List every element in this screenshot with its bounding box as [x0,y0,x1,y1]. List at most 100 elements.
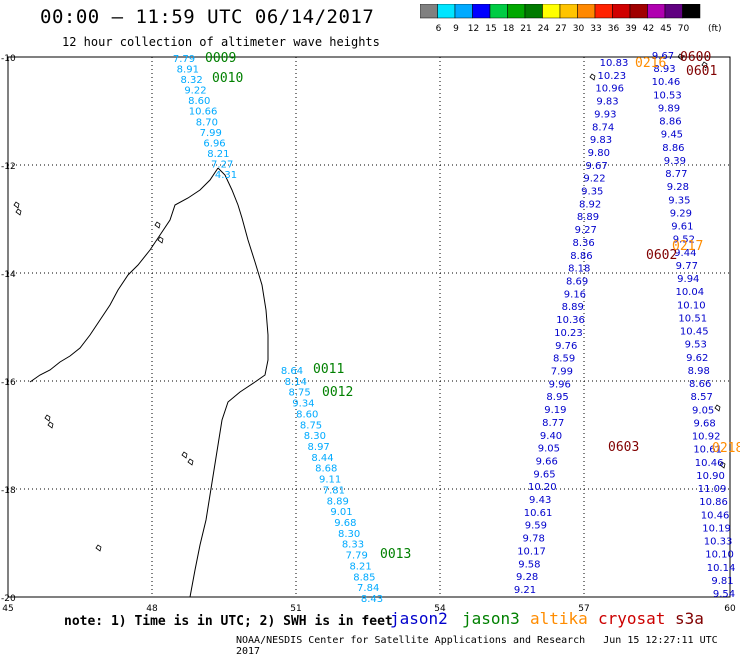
swh-value: 10.36 [556,315,585,326]
swh-value: 10.20 [528,482,557,493]
swh-value: 9.27 [575,225,597,236]
lat-label: -16 [1,378,16,388]
legend-jason3: jason3 [462,609,520,628]
swh-value: 8.74 [592,122,614,133]
swh-value: 9.54 [713,589,735,600]
lon-label: 60 [724,604,736,614]
swh-value: 9.21 [514,585,536,596]
swh-value: 9.59 [525,521,547,532]
swh-value: 8.69 [566,277,588,288]
swh-value: 9.29 [670,208,692,219]
island [157,236,164,244]
island [181,451,188,459]
time-label: 0010 [212,71,243,86]
time-label: 0013 [380,547,411,562]
swh-value: 9.68 [694,418,716,429]
swh-value: 8.66 [689,379,711,390]
island [187,458,194,466]
swh-value: 9.43 [529,495,551,506]
scale-tick-label: 27 [555,24,566,34]
lon-label: 48 [146,604,158,614]
swh-value: 8.44 [311,453,333,464]
swh-value: 8.21 [349,561,371,572]
swh-value: 9.39 [664,156,686,167]
swh-value: 7.27 [211,159,233,170]
island [95,544,102,552]
swh-value: 8.21 [207,149,229,160]
swh-value: 9.61 [671,222,693,233]
scale-tick-label: 9 [453,24,459,34]
swh-value: 7.81 [323,485,345,496]
scale-tick-label: 21 [520,24,531,34]
island [47,421,54,429]
scale-tick-label: 70 [678,24,690,34]
swh-value: 9.58 [518,559,540,570]
swh-value: 9.11 [319,475,341,486]
swh-value: 9.68 [334,518,356,529]
swh-value: 7.99 [551,366,573,377]
swh-value: 9.78 [523,534,545,545]
lon-label: 45 [2,604,13,614]
swh-value: 9.52 [673,235,695,246]
swh-value: 9.96 [549,379,571,390]
swh-value: 8.92 [579,199,601,210]
swh-value: 8.91 [177,65,199,76]
coastline [29,167,269,598]
swh-value: 10.17 [517,546,546,557]
island [44,414,51,422]
swh-value: 9.67 [586,161,608,172]
island [15,208,22,216]
swh-value: 8.33 [342,540,364,551]
scale-tick-label: 33 [590,24,601,34]
swh-value: 10.33 [704,537,733,548]
swh-value: 10.61 [693,445,722,456]
swh-value: 9.05 [692,405,714,416]
scale-tick-label: 36 [608,24,620,34]
swh-value: 7.79 [173,54,195,65]
swh-value: 9.34 [292,399,314,410]
swh-value: 8.85 [353,572,375,583]
island [719,461,726,469]
lon-label: 54 [434,604,446,614]
time-label: 0009 [205,51,236,66]
lon-label: 51 [290,604,301,614]
swh-value: 9.89 [658,103,680,114]
swh-value: 10.61 [524,508,553,519]
swh-value: 10.90 [696,471,725,482]
island [13,201,20,209]
swh-value: 8.86 [659,117,681,128]
swh-value: 9.83 [596,97,618,108]
swh-value: 8.60 [296,409,318,420]
swh-value: 10.23 [554,328,583,339]
swh-value: 8.64 [281,366,303,377]
legend-cryosat: cryosat [598,609,666,628]
island [154,221,161,229]
lat-label: -20 [1,594,16,604]
swh-value: 8.30 [304,431,326,442]
lat-label: -18 [1,486,16,496]
footer-credit: NOAA/NESDIS Center for Satellite Applica… [236,635,718,657]
swh-value: 6.96 [203,138,225,149]
swh-value: 9.80 [588,148,610,159]
swh-value: 10.46 [652,77,681,88]
scale-tick-label: 15 [485,24,496,34]
swh-value: 8.97 [308,442,330,453]
swh-value: 9.22 [583,174,605,185]
scale-swatch [682,4,701,19]
swh-value: 10.51 [678,313,707,324]
scale-tick-label: 30 [573,24,585,34]
swh-value: 10.14 [707,563,736,574]
swh-value: 9.22 [184,86,206,97]
swh-value: 8.32 [181,75,203,86]
swh-value: 8.57 [691,392,713,403]
swh-value: 8.86 [662,143,684,154]
swh-value: 8.86 [570,251,592,262]
lat-label: -12 [1,162,16,172]
swh-value: 9.28 [667,182,689,193]
swh-value: 10.86 [699,497,728,508]
swh-value: 10.92 [692,432,721,443]
swh-value: 10.53 [653,90,682,101]
swh-value: 8.70 [196,117,218,128]
swh-value: 10.23 [598,71,627,82]
swh-value: 9.53 [685,340,707,351]
